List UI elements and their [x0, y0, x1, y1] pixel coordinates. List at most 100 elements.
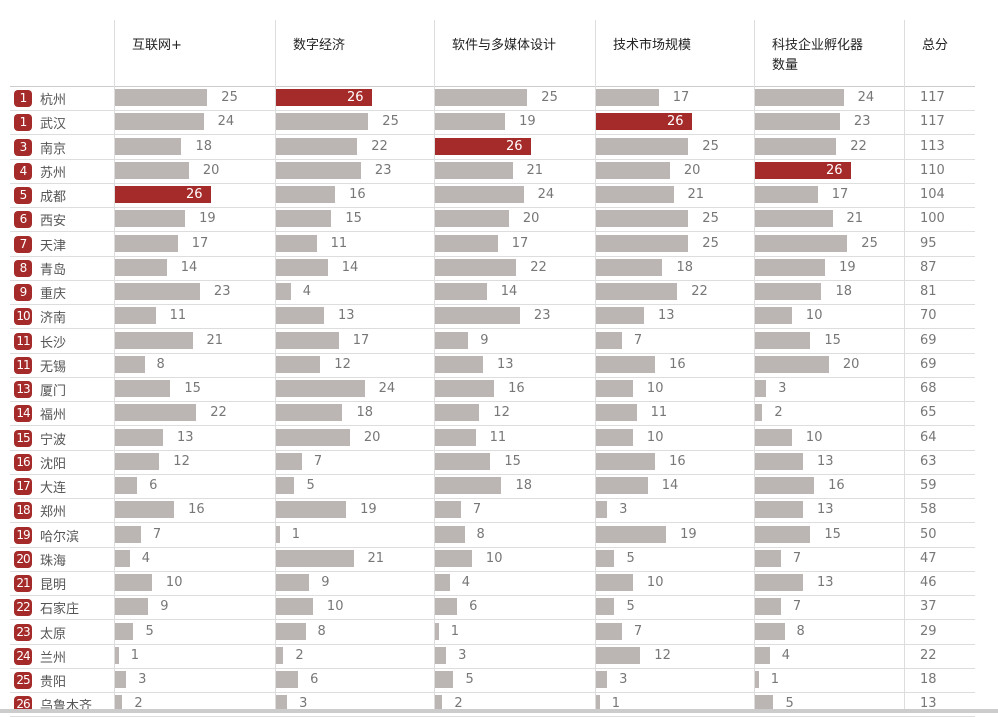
- bar: [755, 671, 759, 688]
- rank-badge: 8: [14, 259, 32, 277]
- column-header: 软件与多媒体设计: [452, 36, 556, 56]
- value-label: 25: [702, 235, 719, 251]
- total-score: 95: [920, 235, 937, 251]
- bar: [276, 549, 354, 567]
- value-label: 20: [522, 211, 540, 227]
- total-score: 58: [920, 502, 937, 518]
- value-label: 5: [626, 599, 635, 615]
- bar: [755, 283, 822, 300]
- total-score: 113: [920, 138, 945, 154]
- rank-badge: 9: [14, 284, 32, 301]
- bar: [276, 307, 324, 325]
- value-label: 26: [186, 187, 203, 202]
- value-label: 10: [646, 381, 664, 396]
- bar: [435, 598, 458, 616]
- value-label: 11: [169, 308, 187, 324]
- bar: [115, 210, 186, 228]
- value-label: 12: [334, 356, 351, 372]
- total-score: 46: [920, 575, 937, 590]
- value-label: 7: [313, 453, 323, 469]
- rank-badge: 24: [14, 647, 32, 665]
- bar: [755, 404, 763, 422]
- bar: [276, 234, 317, 252]
- bar: [755, 525, 811, 543]
- bar: [596, 258, 663, 276]
- bar: [435, 186, 524, 203]
- value-label: 13: [497, 356, 514, 372]
- rank-badge: 19: [14, 526, 32, 544]
- value-label: 1: [450, 623, 459, 639]
- rank-badge: 20: [14, 550, 32, 568]
- value-label: 10: [805, 429, 823, 445]
- bar: [596, 598, 615, 616]
- value-label: 7: [472, 502, 482, 518]
- value-label: 2: [454, 696, 463, 712]
- total-score: 59: [920, 478, 937, 493]
- value-label: 21: [526, 162, 544, 178]
- column-divider: [595, 20, 596, 709]
- bar: [596, 646, 641, 664]
- table-row: 19 哈尔滨 7 1 8 19 15 50: [10, 523, 975, 548]
- value-label: 16: [349, 187, 366, 202]
- city-name: 福州: [40, 408, 67, 424]
- value-label: 16: [669, 453, 686, 469]
- total-score: 100: [920, 211, 945, 227]
- value-label: 14: [180, 259, 198, 275]
- bar: [115, 598, 149, 616]
- value-label: 3: [778, 381, 787, 396]
- value-label: 24: [857, 90, 875, 105]
- bar: [276, 622, 306, 640]
- rank-badge: 22: [14, 599, 32, 617]
- bar: [276, 574, 310, 591]
- rank-badge: 21: [14, 575, 32, 592]
- value-label: 16: [508, 381, 525, 396]
- value-label: 12: [493, 405, 510, 421]
- value-label: 7: [152, 526, 162, 542]
- city-name: 珠海: [40, 553, 67, 569]
- bar: [435, 404, 480, 422]
- bar: [596, 161, 670, 179]
- value-label: 3: [299, 696, 308, 712]
- table-row: 18 郑州 16 19 7 3 13 58: [10, 498, 975, 524]
- bar: [115, 283, 200, 300]
- column-header-line: 技术市场规模: [613, 38, 692, 53]
- bar: [596, 113, 692, 131]
- value-label: 18: [676, 259, 693, 275]
- column-divider: [434, 20, 435, 709]
- city-name: 昆明: [40, 578, 67, 593]
- value-label: 3: [619, 672, 628, 687]
- bar: [755, 477, 815, 494]
- rank-badge: 11: [14, 356, 32, 374]
- value-label: 17: [191, 235, 209, 251]
- bar: [435, 89, 528, 106]
- value-label: 2: [774, 405, 783, 421]
- table-row: 22 石家庄 9 10 6 5 7 37: [10, 595, 975, 621]
- header-row: [10, 0, 975, 87]
- bar: [115, 89, 208, 106]
- total-score: 68: [920, 381, 937, 396]
- value-label: 20: [842, 356, 860, 372]
- total-score: 70: [920, 308, 937, 324]
- rank-badge: 18: [14, 502, 32, 520]
- city-name: 苏州: [40, 165, 67, 181]
- value-label: 4: [461, 575, 471, 590]
- bar: [596, 574, 633, 591]
- value-label: 8: [317, 623, 326, 639]
- city-name: 青岛: [40, 262, 67, 278]
- bar: [755, 113, 840, 131]
- value-label: 25: [541, 90, 558, 105]
- value-label: 1: [291, 526, 300, 542]
- table-row: 4 苏州 20 23 21 20 26 110: [10, 159, 975, 184]
- city-name: 哈尔滨: [40, 529, 80, 545]
- value-label: 12: [654, 647, 671, 663]
- column-header: 数字经济: [293, 36, 345, 56]
- value-label: 1: [770, 672, 779, 687]
- city-name: 成都: [40, 190, 67, 205]
- bar: [276, 428, 350, 446]
- value-label: 1: [130, 647, 139, 663]
- bar: [596, 89, 659, 106]
- bar: [115, 380, 171, 397]
- value-label: 9: [160, 599, 169, 615]
- bar: [115, 671, 127, 688]
- bar: [115, 501, 175, 519]
